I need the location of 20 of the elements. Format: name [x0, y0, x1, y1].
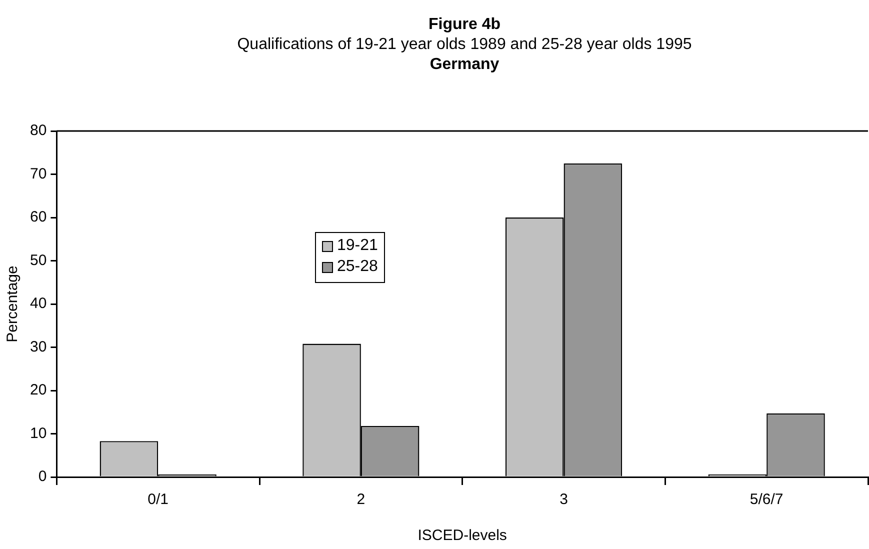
y-tick-label: 60	[30, 208, 47, 226]
x-tick-label: 3	[560, 491, 568, 508]
x-tick-label: 5/6/7	[750, 491, 784, 508]
x-axis-title: ISCED-levels	[418, 527, 507, 544]
y-tick-label: 10	[30, 424, 47, 442]
y-tick-label: 0	[38, 468, 47, 486]
x-tick-label: 0/1	[148, 491, 169, 508]
y-tick-label: 20	[30, 382, 47, 399]
y-tick-label: 80	[30, 122, 47, 140]
legend-label: 19-21	[337, 237, 378, 255]
legend-label: 25-28	[337, 258, 378, 276]
text: Germany	[428, 56, 500, 74]
y-tick-label: 50	[30, 252, 47, 269]
chart-title: Figure 4b	[427, 15, 502, 34]
y-axis-title: Percentage	[4, 266, 22, 342]
y-tick-label: 40	[30, 295, 47, 312]
x-tick-label: 2	[356, 491, 366, 508]
y-tick-label: 30	[30, 338, 47, 356]
chart-subtitle: Qualifications of 19-21 year olds 1989 and 25-28 year olds 1995	[236, 36, 693, 54]
y-tick-label: 70	[30, 165, 47, 182]
